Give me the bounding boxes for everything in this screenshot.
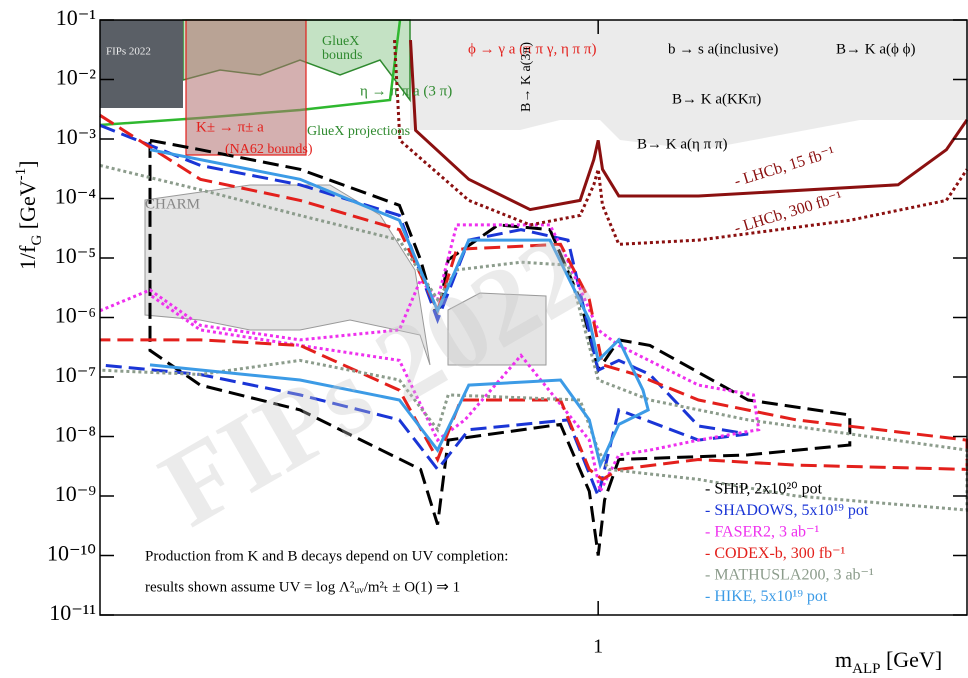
- annotation: CHARM: [145, 196, 200, 212]
- y-tick-label: 10⁻²: [56, 65, 97, 90]
- y-tick-label: 10⁻³: [56, 124, 97, 149]
- legend-entry: - MATHUSLA200, 3 ab⁻¹: [705, 567, 874, 584]
- upper-excluded: [410, 20, 968, 150]
- y-tick-label: 10⁻¹: [56, 5, 96, 30]
- axis-label-part: G: [29, 235, 45, 246]
- legend-entry: - SHiP, 2x10²⁰ pot: [705, 481, 823, 498]
- charm-region-2: [447, 292, 547, 366]
- annotation: FIPs 2022: [106, 46, 151, 58]
- curve-label: - LHCb, 300 fb⁻¹: [732, 188, 844, 237]
- annotation: B→ K a(ϕ ϕ): [836, 41, 916, 57]
- y-tick-label: 10⁻⁶: [55, 303, 96, 328]
- annotation: (NA62 bounds): [225, 142, 313, 157]
- y-tick-label: 10⁻¹¹: [49, 600, 96, 625]
- series-line: [409, 40, 968, 212]
- legend-entry: - FASER2, 3 ab⁻¹: [705, 524, 819, 541]
- y-axis-label: 1/fG [GeV-1]: [13, 161, 45, 271]
- axis-label-part: ]: [15, 161, 40, 168]
- axis-label-part: ALP: [852, 661, 880, 677]
- annotation: results shown assume UV = log Λ²ᵤᵥ/m²ₜ ±…: [145, 579, 460, 595]
- annotation: B→ K a(KKπ): [672, 91, 761, 107]
- annotation: B→ K a(3π): [519, 42, 534, 112]
- annotation: B→ K a(η π π): [637, 136, 727, 152]
- axis-label-part: [GeV]: [880, 647, 942, 672]
- legend-entry: - HIKE, 5x10¹⁹ pot: [705, 588, 828, 605]
- curve-label: - LHCb, 15 fb⁻¹: [732, 144, 837, 191]
- y-tick-label: 10⁻⁷: [55, 362, 96, 387]
- annotation: K± → π± a: [196, 119, 264, 135]
- y-tick-label: 10⁻⁹: [55, 481, 97, 506]
- annotation: GlueX: [322, 34, 359, 49]
- legend-entry: - CODEX-b, 300 fb⁻¹: [705, 545, 846, 562]
- series-line: [149, 148, 650, 470]
- axis-label-part: -1: [13, 168, 29, 181]
- x-axis-label: mALP [GeV]: [835, 647, 942, 677]
- annotation: GlueX projections: [307, 124, 410, 139]
- y-tick-label: 10⁻⁵: [55, 243, 96, 268]
- logo-photo: [100, 20, 183, 108]
- annotation: Production from K and B decays depend on…: [145, 548, 508, 564]
- y-tick-label: 10⁻⁸: [55, 422, 96, 447]
- axis-label-part: 1/f: [15, 245, 40, 270]
- x-tick-label: 1: [593, 636, 603, 658]
- annotation: bounds: [322, 48, 362, 63]
- annotation: η → π π a (3 π): [360, 83, 452, 99]
- annotation: b → s a(inclusive): [668, 41, 778, 57]
- y-tick-label: 10⁻¹⁰: [47, 541, 96, 566]
- y-tick-label: 10⁻⁴: [55, 184, 97, 209]
- axis-label-part: m: [835, 647, 852, 672]
- legend-entry: - SHADOWS, 5x10¹⁹ pot: [705, 502, 869, 519]
- axis-label-part: [GeV: [15, 180, 40, 234]
- annotation: ϕ → γ a (π π γ, η π π): [468, 41, 596, 57]
